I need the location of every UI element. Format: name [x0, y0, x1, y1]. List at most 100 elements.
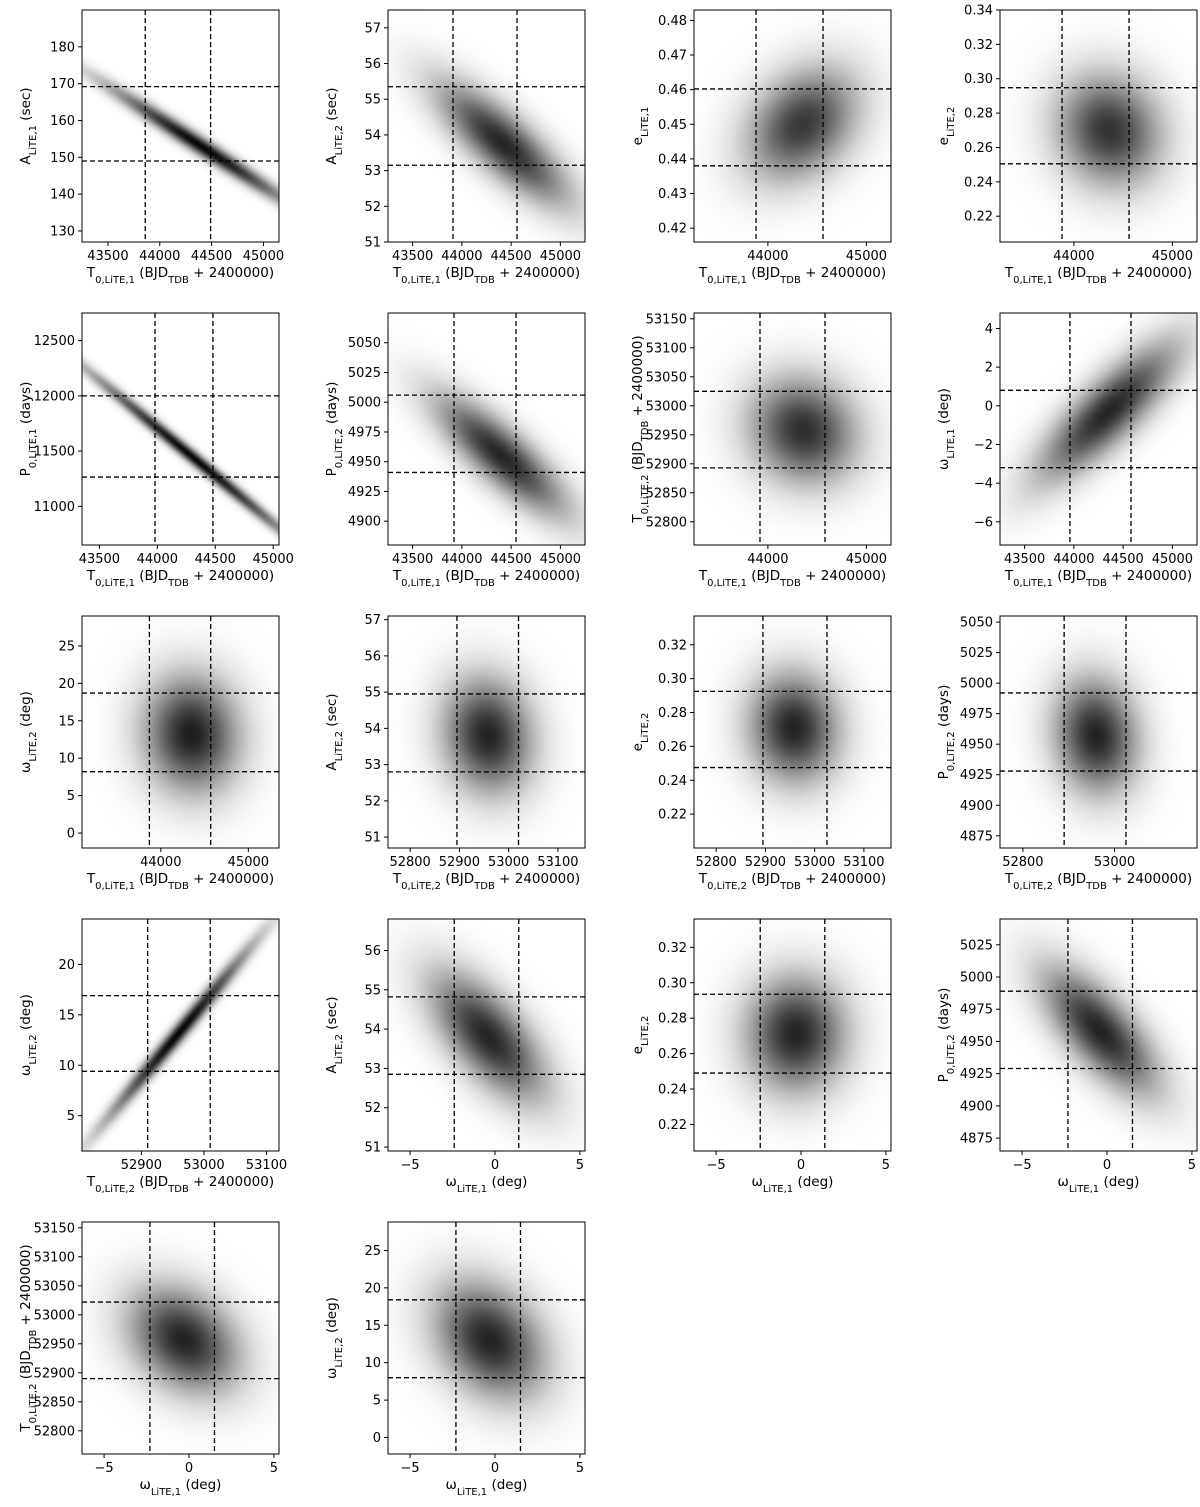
y-tick-label: 4950 — [960, 1035, 993, 1050]
axes-frame — [81, 918, 280, 1152]
y-tick-label: 12000 — [34, 389, 75, 404]
x-tick-label: 44000 — [1053, 552, 1094, 567]
x-tick-label: 45000 — [846, 552, 887, 567]
x-axis-label: T0,LiTE,2 (BJDTDB + 2400000) — [86, 1174, 274, 1195]
x-tick-label: −5 — [94, 1461, 113, 1476]
y-tick-label: 51 — [364, 236, 381, 251]
y-axis-label: ALiTE,2 (sec) — [324, 996, 345, 1073]
x-tick-label: 53100 — [537, 855, 578, 870]
x-tick-label: 52800 — [1002, 855, 1043, 870]
y-axis-label: P0,LiTE,2 (days) — [936, 988, 957, 1083]
y-axis-label: P0,LiTE,2 (days) — [936, 685, 957, 780]
y-tick-label: 0.30 — [658, 672, 687, 687]
axes-frame — [387, 9, 586, 243]
density-heatmap — [82, 616, 279, 848]
x-tick-label: 44000 — [140, 855, 181, 870]
y-tick-label: 53150 — [34, 1221, 75, 1236]
y-tick-label: 0.46 — [658, 83, 687, 98]
y-axis-label: eLiTE,2 — [630, 1016, 651, 1055]
x-tick-label: 44500 — [191, 249, 232, 264]
y-tick-label: 52900 — [646, 457, 687, 472]
x-tick-label: 0 — [797, 1158, 805, 1173]
x-tick-label: −5 — [706, 1158, 725, 1173]
density-heatmap — [1000, 616, 1197, 848]
y-tick-label: 0.28 — [658, 706, 687, 721]
x-axis-label: ωLiTE,1 (deg) — [1058, 1174, 1140, 1195]
x-axis-label: T0,LiTE,1 (BJDTDB + 2400000) — [86, 871, 274, 892]
axes-frame — [693, 615, 892, 849]
density-heatmap — [82, 1222, 279, 1454]
x-axis-label: T0,LiTE,1 (BJDTDB + 2400000) — [86, 265, 274, 286]
y-tick-label: 52850 — [646, 486, 687, 501]
x-axis-label: T0,LiTE,1 (BJDTDB + 2400000) — [1004, 265, 1192, 286]
y-tick-label: 53 — [364, 164, 381, 179]
y-tick-label: 5000 — [348, 396, 381, 411]
y-tick-label: 130 — [50, 224, 75, 239]
y-tick-label: 0.34 — [964, 4, 993, 19]
y-axis-label: eLiTE,2 — [630, 713, 651, 752]
y-tick-label: 52 — [364, 794, 381, 809]
y-tick-label: 180 — [50, 40, 75, 55]
y-tick-label: 52950 — [646, 428, 687, 443]
y-tick-label: 5 — [67, 789, 75, 804]
y-tick-label: 0.30 — [658, 976, 687, 991]
y-tick-label: 10 — [58, 752, 75, 767]
x-tick-label: 5 — [882, 1158, 890, 1173]
subplot-18: −5 0 5 0 5 10 15 20 25 ωLiTE,1 (deg) ωLiTE,2 (deg) — [324, 1221, 586, 1498]
y-tick-label: 56 — [364, 57, 381, 72]
y-tick-label: 51 — [364, 1141, 381, 1156]
x-tick-label: 5 — [576, 1461, 584, 1476]
y-tick-label: 52 — [364, 1101, 381, 1116]
x-tick-label: 52900 — [439, 855, 480, 870]
y-tick-label: 52800 — [646, 515, 687, 530]
x-tick-label: 43500 — [87, 249, 128, 264]
x-tick-label: 44500 — [490, 249, 531, 264]
y-axis-label: ωLiTE,2 (deg) — [18, 691, 39, 773]
y-tick-label: 4875 — [960, 1132, 993, 1147]
y-axis-label: eLiTE,2 — [936, 107, 957, 146]
subplot-4: 44000 45000 0.22 0.24 0.26 0.28 0.30 0.32 0.34 T0… — [936, 4, 1198, 286]
y-axis-label: eLiTE,1 — [630, 107, 651, 146]
x-tick-label: 53000 — [794, 855, 835, 870]
y-axis-label: T0,LiTE,2 (BJDTDB + 2400000) — [630, 335, 651, 523]
y-tick-label: 0.26 — [658, 740, 687, 755]
y-tick-label: 0.22 — [658, 1118, 687, 1133]
y-axis-label: ALiTE,1 (sec) — [18, 87, 39, 164]
y-tick-label: 0.32 — [658, 941, 687, 956]
density-heatmap — [694, 313, 891, 545]
x-tick-label: 44500 — [195, 552, 236, 567]
y-tick-label: 0.24 — [964, 175, 993, 190]
y-tick-label: 54 — [364, 1023, 381, 1038]
y-axis-label: ωLiTE,1 (deg) — [936, 388, 957, 470]
y-tick-label: 52800 — [34, 1424, 75, 1439]
y-tick-label: 25 — [364, 1244, 381, 1259]
y-tick-label: 56 — [364, 944, 381, 959]
axes-frame — [387, 1221, 586, 1455]
y-axis-label: ALiTE,2 (sec) — [324, 87, 345, 164]
x-tick-label: 44000 — [139, 249, 180, 264]
y-tick-label: 15 — [58, 714, 75, 729]
y-tick-label: 2 — [985, 361, 993, 376]
axes-frame — [387, 312, 586, 546]
y-tick-label: 0.32 — [658, 638, 687, 653]
y-tick-label: 0.42 — [658, 222, 687, 237]
x-tick-label: 53000 — [1094, 855, 1135, 870]
x-tick-label: 44500 — [1102, 552, 1143, 567]
x-tick-label: 45000 — [243, 249, 284, 264]
y-tick-label: 4900 — [348, 515, 381, 530]
y-tick-label: −6 — [974, 515, 993, 530]
x-tick-label: 45000 — [1152, 552, 1193, 567]
subplot-17: −5 0 5 52800 52850 52900 52950 53000 53050 53100 5… — [18, 1221, 280, 1498]
y-tick-label: 4950 — [960, 738, 993, 753]
y-tick-label: 53 — [364, 1062, 381, 1077]
x-tick-label: 44000 — [441, 249, 482, 264]
y-tick-label: 52 — [364, 200, 381, 215]
subplot-2: 43500 44000 44500 45000 51 52 53 54 55 56 57 T0,LiT… — [324, 9, 586, 286]
y-tick-label: 11500 — [34, 445, 75, 460]
x-tick-label: 53000 — [488, 855, 529, 870]
x-tick-label: 5 — [1188, 1158, 1196, 1173]
density-heatmap — [1000, 313, 1197, 545]
y-axis-label: T0,LiTE,2 (BJDTDB + 2400000) — [18, 1244, 39, 1432]
x-tick-label: −5 — [400, 1461, 419, 1476]
x-tick-label: 52800 — [695, 855, 736, 870]
